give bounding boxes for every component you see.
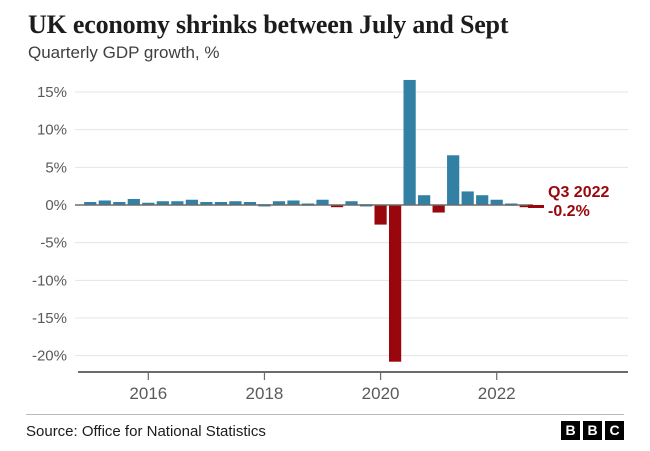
bar[interactable] bbox=[316, 199, 329, 205]
bar[interactable] bbox=[330, 205, 344, 208]
bar[interactable] bbox=[388, 205, 402, 362]
bar[interactable] bbox=[447, 155, 460, 205]
bar[interactable] bbox=[200, 201, 213, 205]
bar[interactable] bbox=[272, 201, 286, 205]
bar[interactable] bbox=[185, 199, 198, 205]
bar[interactable] bbox=[374, 205, 387, 225]
bar[interactable] bbox=[156, 201, 169, 205]
bars-group bbox=[84, 79, 532, 362]
bar[interactable] bbox=[345, 201, 358, 205]
x-axis-tick-label: 2018 bbox=[246, 384, 284, 403]
bar[interactable] bbox=[214, 201, 228, 205]
bbc-logo-letter-2: B bbox=[583, 421, 602, 440]
annotation-period: Q3 2022 bbox=[548, 184, 610, 201]
y-axis-tick-label: 5% bbox=[45, 159, 67, 176]
y-axis-tick-label: -15% bbox=[32, 310, 67, 327]
y-axis-tick-label: 0% bbox=[45, 197, 67, 214]
x-axis-tick-label: 2016 bbox=[129, 384, 167, 403]
chart-header: UK economy shrinks between July and Sept… bbox=[28, 10, 628, 63]
bar[interactable] bbox=[142, 202, 155, 205]
bar[interactable] bbox=[243, 201, 257, 205]
page-title: UK economy shrinks between July and Sept bbox=[28, 10, 509, 39]
chart-footer: Source: Office for National Statistics B… bbox=[26, 421, 624, 443]
x-axis-tick-label: 2022 bbox=[478, 384, 516, 403]
bar[interactable] bbox=[403, 79, 416, 205]
annotation-connector bbox=[528, 205, 544, 208]
chart-subtitle: Quarterly GDP growth, % bbox=[28, 43, 220, 62]
x-axis-tick-label: 2020 bbox=[362, 384, 400, 403]
y-axis-labels: 15% 10% 5% 0% -5% -10% -15% -20% bbox=[32, 84, 67, 365]
bar[interactable] bbox=[418, 195, 431, 205]
bar[interactable] bbox=[127, 198, 140, 205]
annotation-value: -0.2% bbox=[548, 203, 590, 220]
source-label: Source: Office for National Statistics bbox=[26, 423, 266, 440]
bar[interactable] bbox=[461, 191, 474, 205]
bar[interactable] bbox=[432, 205, 445, 213]
y-axis-tick-label: -20% bbox=[32, 348, 67, 365]
y-axis-tick-label: -10% bbox=[32, 272, 67, 289]
bar[interactable] bbox=[171, 201, 184, 205]
bar[interactable] bbox=[113, 201, 126, 205]
y-axis-tick-label: 10% bbox=[37, 122, 67, 139]
bbc-logo-letter-3: C bbox=[605, 421, 624, 440]
x-axis-labels: 2016 2018 2020 2022 bbox=[129, 384, 515, 403]
footer-divider bbox=[26, 414, 624, 415]
bar[interactable] bbox=[476, 195, 489, 205]
y-axis-tick-label: -5% bbox=[40, 235, 67, 252]
bbc-logo-letter-1: B bbox=[561, 421, 580, 440]
bar[interactable] bbox=[519, 205, 532, 208]
bar[interactable] bbox=[229, 201, 242, 205]
gridlines-group bbox=[75, 91, 628, 357]
highlight-annotation: Q3 2022 -0.2% bbox=[548, 183, 609, 221]
bar[interactable] bbox=[490, 199, 503, 205]
x-axis bbox=[78, 371, 628, 380]
bbc-logo: B B C bbox=[561, 421, 624, 440]
y-axis-tick-label: 15% bbox=[37, 84, 67, 101]
bar[interactable] bbox=[84, 201, 97, 205]
bar[interactable] bbox=[98, 200, 111, 205]
bar[interactable] bbox=[287, 200, 300, 205]
